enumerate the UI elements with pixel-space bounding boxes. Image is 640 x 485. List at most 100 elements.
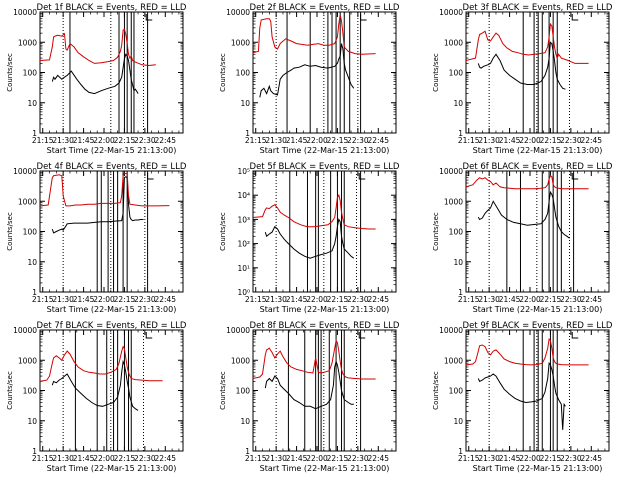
x-tick-label: 22:00: [519, 136, 541, 145]
y-axis-label: Counts/sec: [432, 212, 440, 251]
x-axis-label: Start Time (22-Mar-15 21:13:00): [47, 464, 177, 473]
plot-title: Det 6f BLACK = Events, RED = LLD: [463, 162, 613, 172]
events-series-line: [477, 361, 566, 430]
y-tick-label: 1000: [18, 197, 37, 206]
y-tick-label: 1: [32, 129, 37, 138]
interval-marker: [571, 14, 579, 21]
y-tick-label: 10: [453, 417, 463, 426]
x-tick-label: 22:45: [154, 136, 176, 145]
x-tick-label: 21:30: [478, 295, 500, 304]
y-tick-label: 100: [449, 69, 464, 78]
events-series-line: [51, 359, 139, 411]
x-tick-label: 21:15: [458, 136, 480, 145]
y-tick-label: 10000: [13, 167, 37, 176]
x-tick-label: 21:15: [245, 454, 267, 463]
x-tick-label: 21:45: [286, 295, 308, 304]
plot-frame: [39, 11, 184, 134]
y-tick-label: 1: [32, 447, 37, 456]
y-axis-label: Counts/sec: [432, 371, 440, 410]
x-tick-label: 22:45: [367, 295, 389, 304]
lld-series-line: [465, 338, 589, 366]
lld-series-line: [252, 193, 376, 230]
y-tick-label: 100: [449, 387, 464, 396]
x-tick-label: 21:15: [458, 295, 480, 304]
x-tick-label: 21:30: [52, 454, 74, 463]
x-tick-label: 21:30: [265, 454, 287, 463]
interval-marker: [358, 332, 366, 339]
plot-title: Det 5f BLACK = Events, RED = LLD: [250, 162, 400, 172]
plot-frame: [252, 329, 397, 452]
x-tick-label: 22:15: [114, 136, 136, 145]
x-tick-label: 22:30: [560, 454, 582, 463]
x-tick-label: 22:30: [347, 136, 369, 145]
x-tick-label: 22:15: [114, 295, 136, 304]
x-tick-label: 21:30: [52, 295, 74, 304]
x-axis-label: Start Time (22-Mar-15 21:13:00): [260, 146, 390, 155]
y-axis-label: Counts/sec: [6, 212, 14, 251]
y-axis-label: Counts/sec: [219, 371, 227, 410]
x-tick-label: 21:15: [458, 454, 480, 463]
lld-series-line: [465, 174, 589, 190]
interval-marker: [571, 332, 579, 339]
plot-title: Det 9f BLACK = Events, RED = LLD: [463, 321, 613, 331]
y-tick-label: 10¹: [237, 264, 250, 273]
x-tick-label: 22:30: [134, 295, 156, 304]
y-tick-label: 100: [23, 69, 38, 78]
x-axis-label: Start Time (22-Mar-15 21:13:00): [473, 305, 603, 314]
y-tick-label: 10: [27, 417, 37, 426]
x-tick-label: 22:30: [347, 454, 369, 463]
x-tick-label: 21:30: [265, 136, 287, 145]
x-tick-label: 21:45: [73, 295, 95, 304]
plot-frame: [252, 11, 397, 134]
plot-frame: [465, 329, 610, 452]
x-tick-label: 21:30: [478, 136, 500, 145]
y-tick-label: 1: [458, 129, 463, 138]
x-tick-label: 22:30: [347, 295, 369, 304]
x-tick-label: 22:15: [114, 454, 136, 463]
y-tick-label: 10000: [226, 326, 250, 335]
lld-series-line: [252, 14, 376, 55]
x-tick-label: 22:00: [519, 454, 541, 463]
lld-series-line: [39, 172, 170, 207]
x-tick-label: 21:15: [32, 136, 54, 145]
x-tick-label: 21:30: [265, 295, 287, 304]
x-tick-label: 22:00: [93, 136, 115, 145]
x-tick-label: 21:45: [499, 454, 521, 463]
y-axis-label: Counts/sec: [219, 212, 227, 251]
x-axis-label: Start Time (22-Mar-15 21:13:00): [260, 305, 390, 314]
y-tick-label: 1000: [18, 38, 37, 47]
x-tick-label: 22:30: [134, 136, 156, 145]
plot-title: Det 7f BLACK = Events, RED = LLD: [37, 321, 187, 331]
panel-det-9: Det 9f BLACK = Events, RED = LLD Counts/s…: [432, 321, 613, 473]
x-tick-label: 21:15: [245, 136, 267, 145]
y-axis-label: Counts/sec: [219, 53, 227, 92]
y-tick-label: 10000: [439, 8, 463, 17]
y-tick-label: 10000: [226, 8, 250, 17]
events-series-line: [264, 359, 354, 410]
interval-marker: [358, 173, 366, 180]
plot-title: Det 8f BLACK = Events, RED = LLD: [250, 321, 400, 331]
y-tick-label: 10²: [237, 240, 250, 249]
y-tick-label: 1: [245, 129, 250, 138]
panel-det-1: Det 1f BLACK = Events, RED = LLD Counts/s…: [6, 3, 187, 155]
x-tick-label: 22:45: [580, 454, 602, 463]
panel-det-5: Det 5f BLACK = Events, RED = LLD Counts/s…: [219, 162, 400, 314]
plot-title: Det 3f BLACK = Events, RED = LLD: [463, 3, 613, 13]
lld-series-line: [465, 22, 589, 64]
x-axis-label: Start Time (22-Mar-15 21:13:00): [47, 305, 177, 314]
y-tick-label: 10: [453, 99, 463, 108]
events-series-line: [477, 41, 566, 90]
y-tick-label: 100: [236, 387, 251, 396]
x-tick-label: 22:45: [367, 136, 389, 145]
y-tick-label: 10: [240, 417, 250, 426]
events-series-line: [51, 176, 144, 234]
x-tick-label: 22:15: [540, 136, 562, 145]
x-tick-label: 21:45: [499, 136, 521, 145]
x-tick-label: 22:15: [540, 295, 562, 304]
x-tick-label: 21:45: [286, 136, 308, 145]
x-tick-label: 21:30: [52, 136, 74, 145]
y-tick-label: 10³: [237, 215, 250, 224]
y-tick-label: 1000: [444, 38, 463, 47]
y-tick-label: 1: [458, 288, 463, 297]
